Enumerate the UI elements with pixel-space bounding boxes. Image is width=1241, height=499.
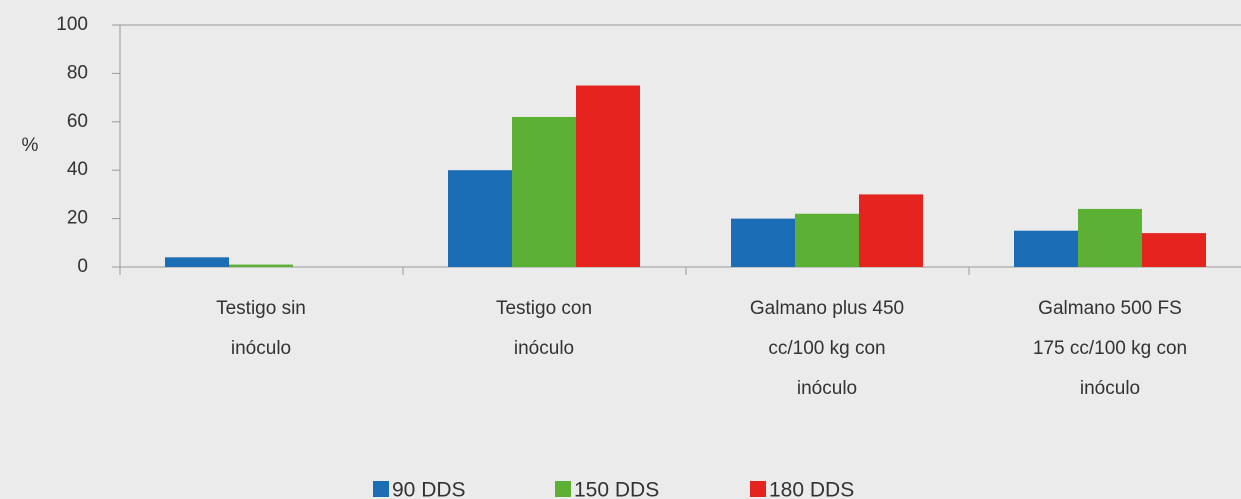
bar bbox=[731, 218, 795, 267]
bar bbox=[1142, 233, 1206, 267]
bar bbox=[576, 85, 640, 267]
bar bbox=[795, 213, 859, 267]
x-tick-label: Testigo con bbox=[496, 298, 592, 319]
legend-label: 150 DDS bbox=[574, 479, 659, 499]
x-tick-label: inóculo bbox=[1080, 378, 1140, 399]
x-tick-label: Testigo sin bbox=[216, 298, 306, 319]
y-tick-label: 60 bbox=[67, 111, 88, 132]
bar bbox=[229, 264, 293, 267]
bar bbox=[1014, 230, 1078, 267]
bar bbox=[1078, 208, 1142, 267]
y-tick-label: 40 bbox=[67, 159, 88, 180]
x-tick-label: Galmano plus 450 bbox=[750, 298, 904, 319]
bar bbox=[165, 257, 229, 267]
x-tick-label: inóculo bbox=[797, 378, 857, 399]
y-axis-label: % bbox=[22, 135, 39, 156]
bar bbox=[448, 170, 512, 267]
legend-label: 180 DDS bbox=[769, 479, 854, 499]
bar bbox=[512, 116, 576, 268]
bar bbox=[859, 194, 923, 267]
x-tick-label: inóculo bbox=[514, 338, 574, 359]
y-tick-label: 20 bbox=[67, 208, 88, 229]
legend-swatch bbox=[373, 481, 389, 497]
legend-swatch bbox=[555, 481, 571, 497]
x-tick-label: Galmano 500 FS bbox=[1038, 298, 1182, 319]
x-tick-label: cc/100 kg con bbox=[768, 338, 885, 359]
y-tick-label: 0 bbox=[77, 256, 88, 277]
y-tick-label: 80 bbox=[67, 62, 88, 83]
x-tick-label: 175 cc/100 kg con bbox=[1033, 338, 1187, 359]
x-tick-label: inóculo bbox=[231, 338, 291, 359]
legend-label: 90 DDS bbox=[392, 479, 466, 499]
y-tick-label: 100 bbox=[56, 14, 88, 35]
legend-swatch bbox=[750, 481, 766, 497]
